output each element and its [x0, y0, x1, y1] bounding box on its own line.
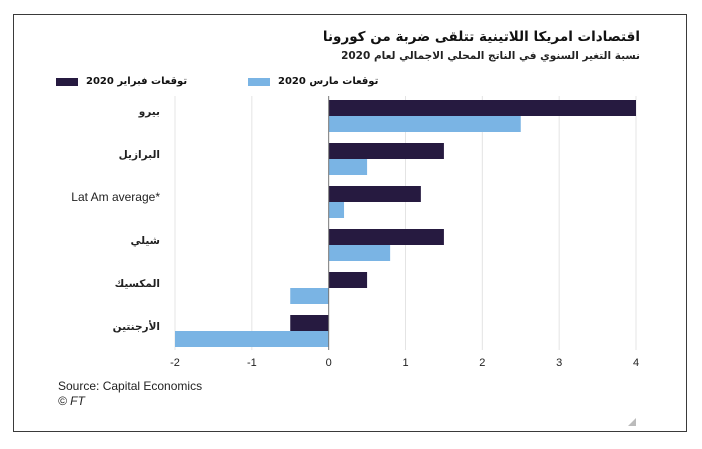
bar-feb: [328, 143, 444, 159]
legend-label-feb: توقعات فبراير 2020: [86, 76, 188, 87]
legend-item-feb: توقعات فبراير 2020: [56, 76, 187, 87]
bar-mar: [328, 159, 368, 175]
category-label: Lat Am average*: [71, 190, 160, 204]
category-label: المكسيك: [115, 278, 160, 290]
bar-mar: [328, 245, 391, 261]
category-label: الأرجنتين: [113, 320, 160, 333]
bar-mar: [290, 288, 329, 304]
bar-feb: [328, 272, 368, 288]
legend-item-mar: توقعات مارس 2020: [248, 76, 378, 87]
category-label: بيرو: [138, 106, 160, 118]
chart-title: اقتصادات امريكا اللاتينية تتلقى ضربة من …: [322, 29, 640, 45]
x-tick-label: 1: [402, 357, 408, 369]
bar-mar: [328, 202, 345, 218]
legend-swatch-mar: [248, 77, 270, 86]
bar-mar: [328, 116, 521, 132]
bar-feb: [328, 186, 421, 202]
x-tick-label: 3: [556, 357, 562, 369]
x-tick-label: -1: [247, 357, 257, 369]
resize-grip-icon: [628, 418, 636, 426]
bar-feb: [328, 100, 636, 116]
category-label: شيلي: [130, 235, 160, 247]
bar-mar: [175, 331, 329, 347]
copyright-note: © FT: [58, 394, 85, 408]
chart-frame: [13, 14, 687, 432]
category-label: البرازيل: [119, 149, 160, 161]
bar-feb: [328, 229, 444, 245]
bar-feb: [290, 315, 329, 331]
source-note: Source: Capital Economics: [58, 379, 203, 393]
chart-subtitle: نسبة التغير السنوي في الناتج المحلي الاج…: [341, 50, 640, 62]
legend-label-mar: توقعات مارس 2020: [278, 76, 379, 87]
x-tick-label: 4: [633, 357, 639, 369]
x-tick-label: -2: [170, 357, 180, 369]
legend-swatch-feb: [56, 77, 78, 86]
x-tick-label: 2: [479, 357, 485, 369]
x-tick-label: 0: [326, 357, 332, 369]
